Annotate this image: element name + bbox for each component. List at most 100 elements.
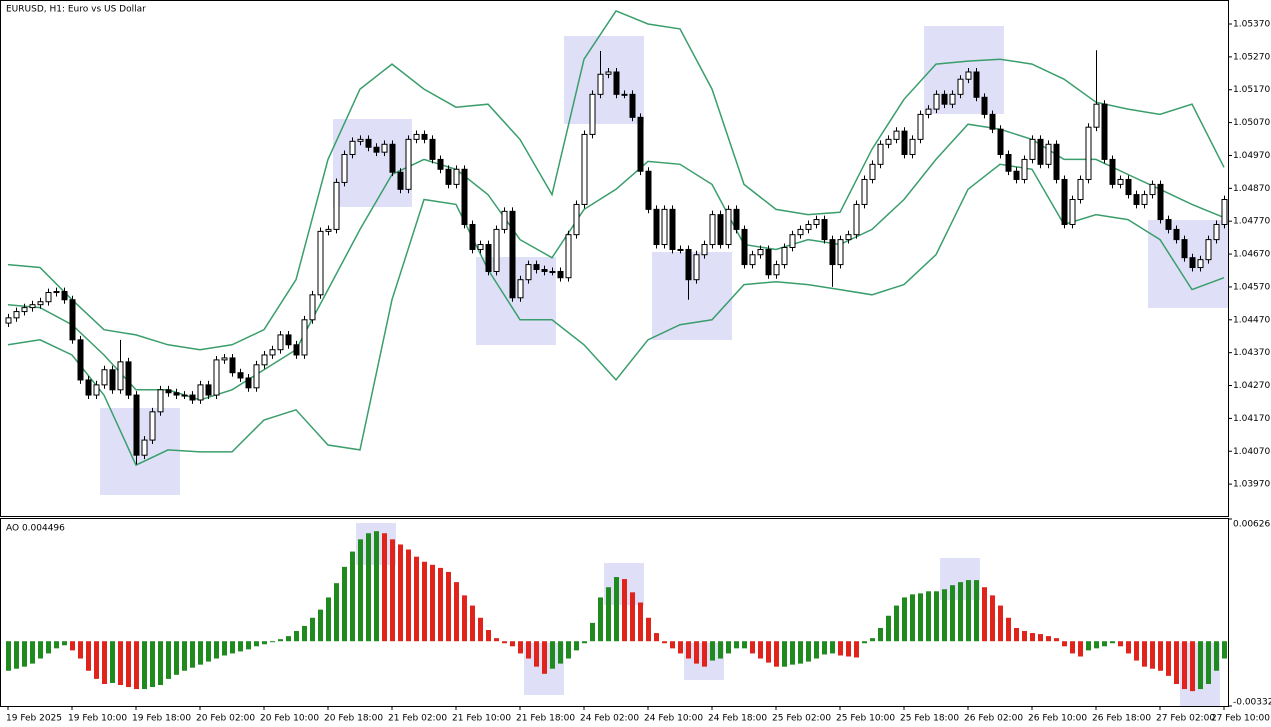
y-tick-label: -0.00332 [1233, 698, 1271, 708]
ao-bar [1126, 641, 1131, 654]
ao-bar [1214, 641, 1219, 671]
candle-body [669, 208, 676, 250]
y-tick-label: 1.04970 [1233, 151, 1270, 161]
ao-bar [670, 641, 675, 649]
candle-body [621, 93, 628, 96]
x-tick-label: 21 Feb 10:00 [452, 714, 511, 724]
candle-body [317, 230, 324, 296]
ao-bar [798, 641, 803, 664]
ao-bar [94, 641, 99, 679]
candle-body [421, 133, 428, 140]
candle-body [1013, 170, 1020, 180]
x-tick-label: 26 Feb 10:00 [1028, 714, 1087, 724]
ao-bar [686, 641, 691, 659]
ao-bar [814, 641, 819, 659]
ao-bar [806, 641, 811, 662]
y-tick-label: 1.04170 [1233, 414, 1270, 424]
candle-body [869, 163, 876, 180]
ao-bar [398, 544, 403, 642]
ao-bar [1182, 641, 1187, 690]
x-tick-label: 21 Feb 02:00 [388, 714, 447, 724]
candle-body [1149, 183, 1156, 196]
candle-body [1045, 143, 1052, 165]
candle-body [205, 384, 212, 396]
candle-body [61, 291, 68, 301]
ao-bar [326, 597, 331, 642]
ao-bar [942, 589, 947, 642]
ao-bar [718, 641, 723, 659]
candle-body [1069, 199, 1076, 225]
ao-bar [510, 641, 515, 647]
candle-body [141, 439, 148, 456]
y-tick-label: 1.05070 [1233, 118, 1270, 128]
ao-bar [62, 641, 67, 646]
candle-body [733, 208, 740, 230]
candle-body [1037, 138, 1044, 165]
ao-bar [662, 641, 667, 644]
candle-body [109, 369, 116, 391]
candle-body [917, 113, 924, 140]
ao-bar [742, 641, 747, 649]
ao-bar [246, 641, 251, 650]
candle-body [133, 394, 140, 456]
candle-body [549, 270, 556, 273]
candle-body [277, 334, 284, 351]
ao-bar [726, 641, 731, 654]
candle-body [5, 317, 12, 324]
ao-bar [526, 641, 531, 659]
candle-body [477, 244, 484, 250]
band-line [7, 9, 1225, 351]
ao-bar [998, 605, 1003, 642]
y-tick-label: 0.006263 [1233, 520, 1271, 530]
ao-bar [774, 641, 779, 667]
y-tick-label: 1.03970 [1233, 480, 1270, 490]
candle-body [765, 248, 772, 276]
candle-body [1077, 178, 1084, 201]
ao-bar [974, 580, 979, 642]
candle-body [181, 394, 188, 397]
ao-bar [310, 617, 315, 642]
y-tick-label: 1.05270 [1233, 52, 1270, 62]
ao-bar [430, 564, 435, 642]
ao-bar [270, 641, 275, 643]
ao-bar [174, 641, 179, 675]
candle-body [957, 78, 964, 95]
candle-body [213, 359, 220, 396]
ao-bar [630, 592, 635, 642]
candle-body [885, 138, 892, 145]
candle-body [381, 143, 388, 153]
candle-body [1157, 183, 1164, 221]
candle-body [749, 254, 756, 266]
candle-body [1213, 223, 1220, 241]
ao-bar [78, 641, 83, 659]
candle-body [341, 153, 348, 183]
candle-body [1117, 178, 1124, 185]
x-tick-label: 25 Feb 02:00 [772, 714, 831, 724]
ao-bar [222, 641, 227, 656]
ao-bar [910, 594, 915, 642]
candle-body [1021, 158, 1028, 180]
x-tick-label: 24 Feb 18:00 [708, 714, 767, 724]
ao-bar [654, 633, 659, 642]
ao-bar [934, 591, 939, 642]
ao-bar [750, 641, 755, 654]
ao-bar [846, 641, 851, 657]
ao-bar [598, 597, 603, 642]
candle-body [85, 379, 92, 396]
ao-bar [1086, 641, 1091, 651]
ao-bar [374, 531, 379, 642]
ao-bar [126, 641, 131, 688]
ao-bar [238, 641, 243, 652]
candle-body [981, 96, 988, 115]
ao-bar [902, 597, 907, 642]
candle-body [357, 138, 364, 142]
candle-body [525, 264, 532, 281]
candle-body [605, 71, 612, 75]
y-tick-label: 1.04270 [1233, 381, 1270, 391]
candle-body [221, 357, 228, 361]
ao-bar [1006, 617, 1011, 642]
x-tick-label: 24 Feb 02:00 [580, 714, 639, 724]
ao-bar [334, 583, 339, 642]
candle-body [557, 270, 564, 279]
candle-body [1101, 103, 1108, 160]
